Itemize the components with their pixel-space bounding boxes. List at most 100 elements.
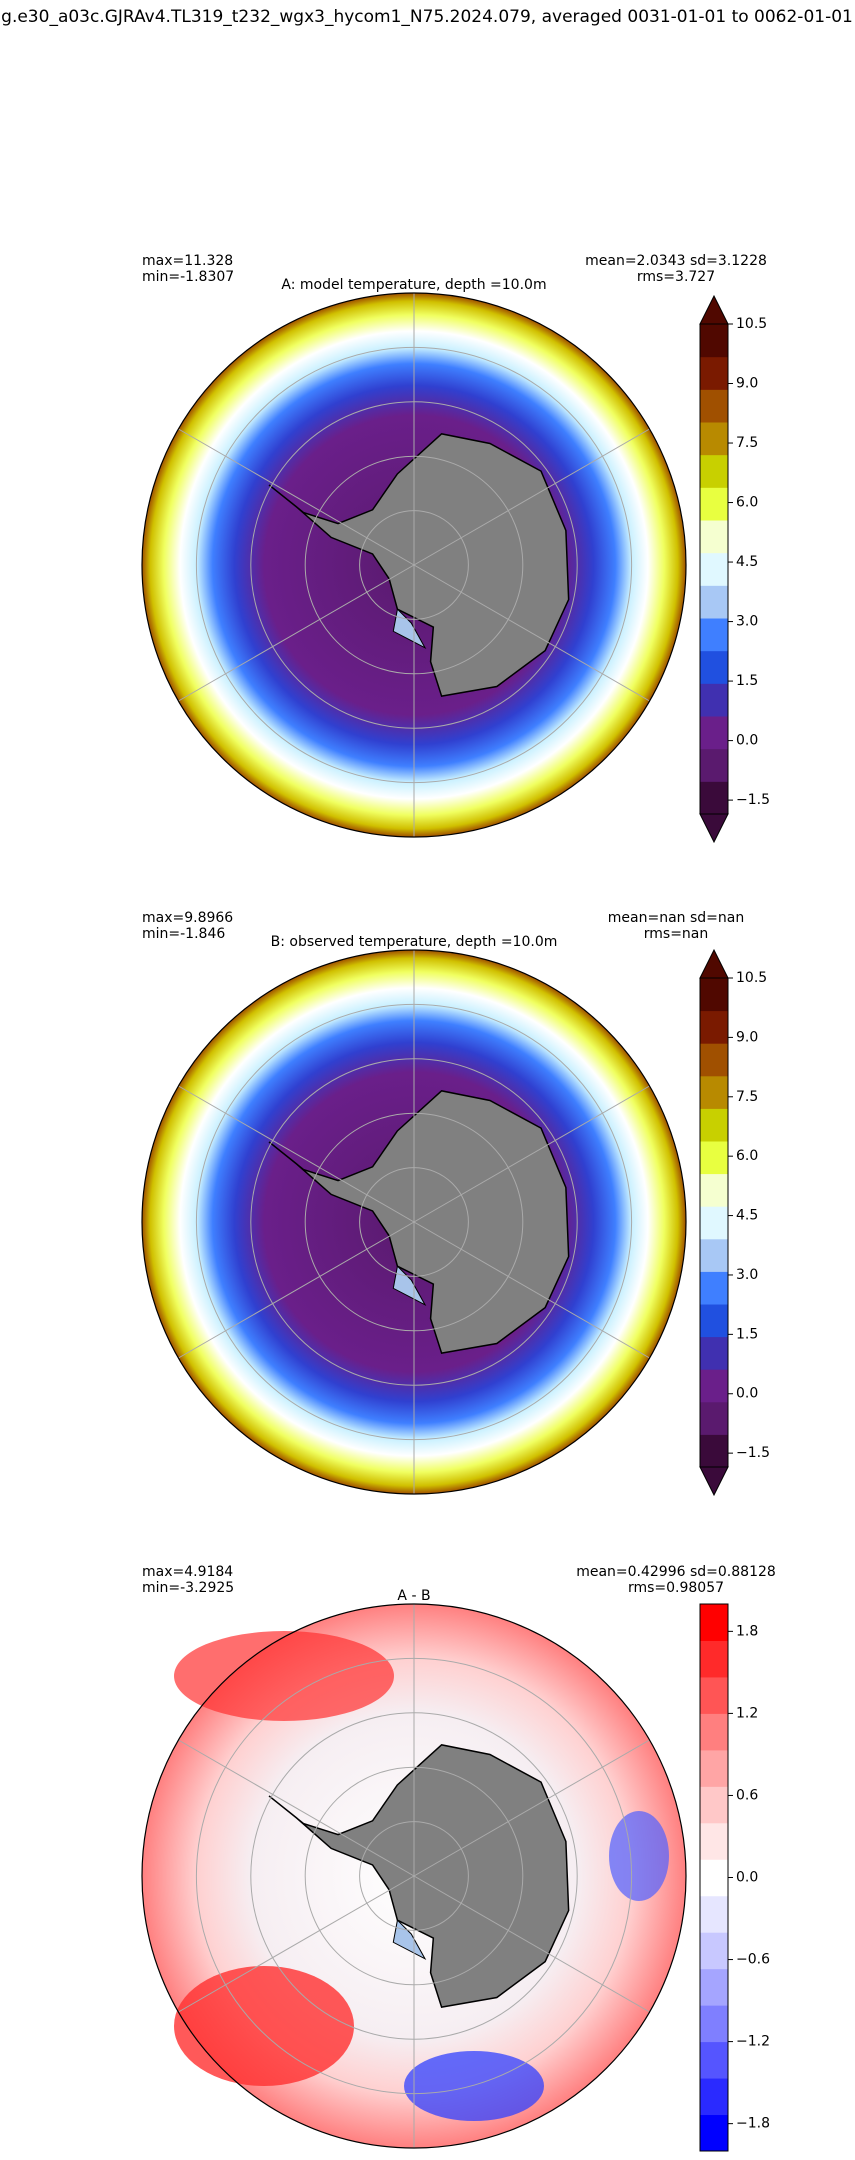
colorbar-band <box>700 716 728 750</box>
colorbar-tick-label: 10.5 <box>736 316 767 332</box>
stat-left: max=9.8966 <box>142 910 233 926</box>
stat-right: rms=0.98057 <box>628 1580 724 1596</box>
colorbar-tick-label: −1.5 <box>736 792 770 808</box>
polar-map <box>141 1603 687 2149</box>
colorbar-band <box>700 1043 728 1077</box>
warm-anomaly <box>174 1631 394 1721</box>
colorbar-band <box>700 1206 728 1240</box>
colorbar-band <box>700 1604 728 1641</box>
colorbar-band <box>700 2005 728 2043</box>
cold-anomaly <box>404 2051 544 2121</box>
colorbar-band <box>700 389 728 423</box>
colorbar-band <box>700 422 728 456</box>
colorbar-tick-label: 4.5 <box>736 1208 758 1224</box>
map-border <box>141 949 687 1495</box>
colorbar-band <box>700 1108 728 1142</box>
colorbar-band <box>700 1173 728 1207</box>
longitude-line <box>178 1875 415 2013</box>
colorbar-band <box>700 1676 728 1714</box>
colorbar-band <box>700 552 728 586</box>
colorbar-band <box>700 2078 728 2116</box>
longitude-line <box>413 1221 650 1359</box>
longitude-line <box>178 1085 415 1223</box>
stat-right: rms=nan <box>644 926 709 942</box>
ice-shelf <box>392 608 427 650</box>
colorbar-band <box>700 1749 728 1787</box>
colorbar-band <box>700 487 728 521</box>
colorbar-tick-label: 0.6 <box>736 1787 758 1803</box>
colorbar-extend-bottom <box>699 813 729 844</box>
colorbar-band <box>700 2114 728 2152</box>
colorbar-band <box>700 1786 728 1824</box>
colorbar-band <box>700 618 728 652</box>
colorbar-band <box>700 1271 728 1305</box>
colorbar-band <box>700 454 728 488</box>
colorbar-band <box>700 1238 728 1272</box>
colorbar-band <box>700 1859 728 1897</box>
panel-title: A - B <box>397 1588 430 1604</box>
colorbar-tick-label: 10.5 <box>736 970 767 986</box>
stat-left: max=4.9184 <box>142 1564 233 1580</box>
stat-left: min=-1.8307 <box>142 269 234 285</box>
stat-left: min=-1.846 <box>142 926 225 942</box>
colorbar-tick-label: −1.8 <box>736 2116 770 2132</box>
colorbar-band <box>700 1010 728 1044</box>
longitude-line <box>413 1085 650 1223</box>
colorbar-band <box>700 1336 728 1370</box>
colorbar-band <box>700 1434 728 1468</box>
colorbar-band <box>700 1401 728 1435</box>
colorbar-tick-label: −0.6 <box>736 1952 770 1968</box>
colorbar-band <box>700 1895 728 1933</box>
map-border <box>141 1603 687 2149</box>
colorbar-tick-label: 9.0 <box>736 376 758 392</box>
colorbar-tick-label: 0.0 <box>736 733 758 749</box>
longitude-line <box>413 428 650 566</box>
polar-map <box>141 949 687 1495</box>
colorbar-tick-label: 3.0 <box>736 1267 758 1283</box>
colorbar-extend-bottom <box>699 1466 729 1497</box>
colorbar-tick-label: 7.5 <box>736 1089 758 1105</box>
polar-map <box>141 292 687 838</box>
colorbar-frame <box>699 323 729 815</box>
colorbar-tick-label: 6.0 <box>736 495 758 511</box>
colorbar-tick-label: 7.5 <box>736 435 758 451</box>
longitude-line <box>413 1739 650 1877</box>
colorbar-band <box>700 2041 728 2079</box>
panel-title: B: observed temperature, depth =10.0m <box>271 934 558 950</box>
colorbar-tick-label: 1.5 <box>736 673 758 689</box>
colorbar-tick-label: 0.0 <box>736 1870 758 1886</box>
figure-title: g.e30_a03c.GJRAv4.TL319_t232_wgx3_hycom1… <box>1 7 853 27</box>
colorbar-tick-label: 0.0 <box>736 1386 758 1402</box>
ice-shelf <box>392 1919 427 1961</box>
colorbar-band <box>700 1713 728 1751</box>
colorbar-band <box>700 1075 728 1109</box>
colorbar-band <box>700 1968 728 2006</box>
colorbar-tick-label: 1.5 <box>736 1326 758 1342</box>
antarctica <box>268 433 570 698</box>
colorbar-band <box>700 781 728 815</box>
longitude-line <box>178 1221 415 1359</box>
stat-left: min=-3.2925 <box>142 1580 234 1596</box>
cold-anomaly <box>609 1811 669 1901</box>
ice-shelf <box>392 1265 427 1307</box>
panel-title: A: model temperature, depth =10.0m <box>281 277 546 293</box>
antarctica <box>268 1744 570 2009</box>
colorbar-band <box>700 585 728 619</box>
stat-right: mean=0.42996 sd=0.88128 <box>576 1564 776 1580</box>
longitude-line <box>178 428 415 566</box>
stat-right: rms=3.727 <box>637 269 715 285</box>
stat-right: mean=2.0343 sd=3.1228 <box>585 253 767 269</box>
colorbar-frame <box>699 977 729 1468</box>
longitude-line <box>413 1875 650 2013</box>
colorbar-band <box>700 1640 728 1678</box>
colorbar-tick-label: 1.2 <box>736 1705 758 1721</box>
colorbar-band <box>700 520 728 554</box>
map-border <box>141 292 687 838</box>
colorbar-band <box>700 650 728 684</box>
colorbar-band <box>700 683 728 717</box>
colorbar-band <box>700 324 728 358</box>
colorbar-extend-top <box>699 294 729 325</box>
colorbar-tick-label: 4.5 <box>736 554 758 570</box>
colorbar-extend-top <box>699 948 729 979</box>
